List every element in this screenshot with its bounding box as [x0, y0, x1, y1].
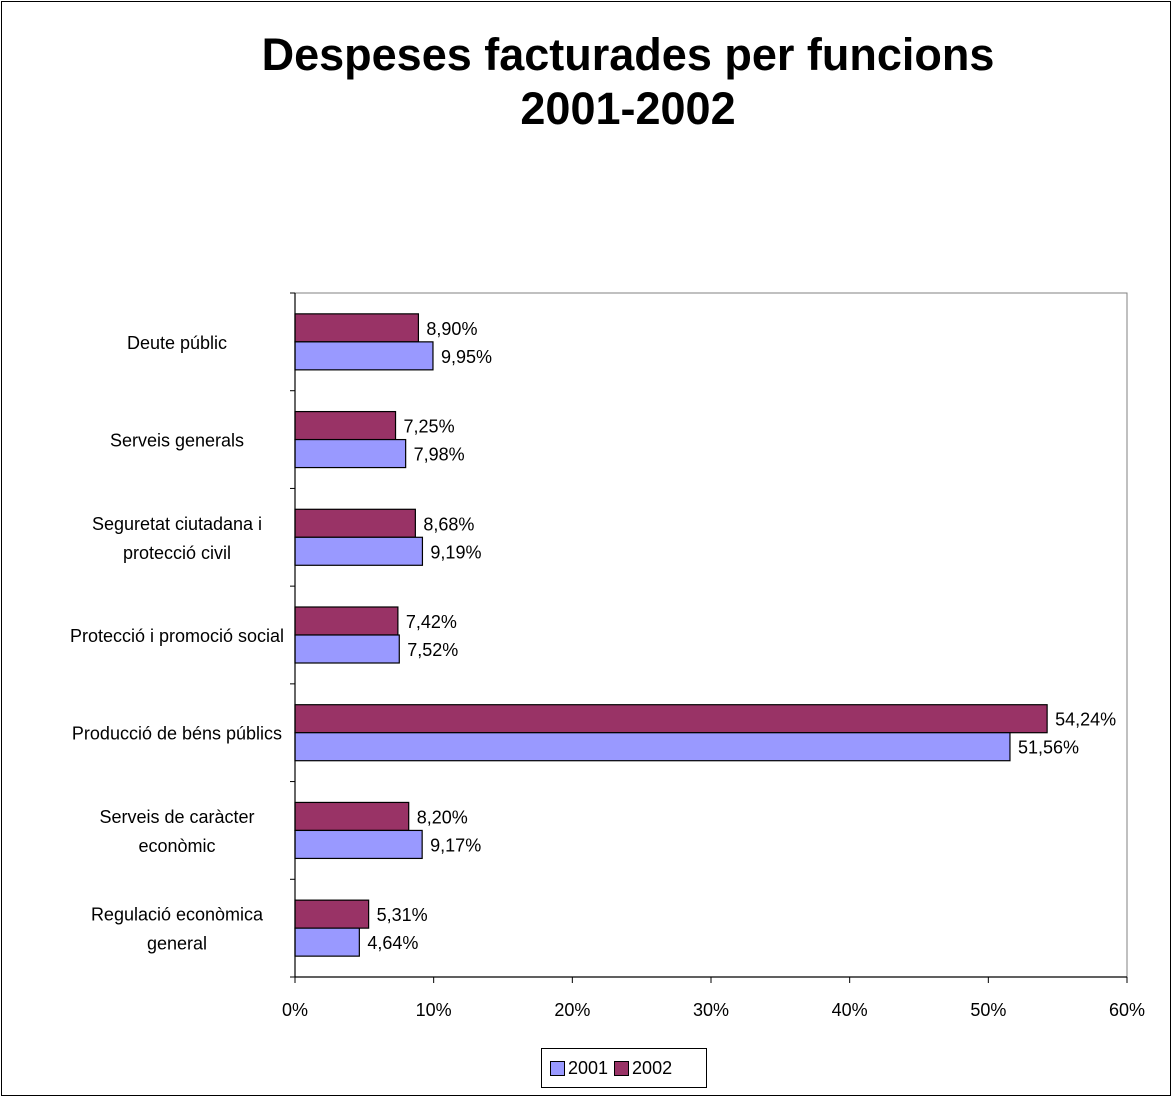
data-label-2002-4: 54,24%	[1055, 710, 1116, 730]
category-label-2-1: protecció civil	[123, 543, 231, 563]
x-tick-label-0: 0%	[282, 1000, 308, 1020]
data-label-2002-6: 5,31%	[377, 905, 428, 925]
data-label-2002-0: 8,90%	[426, 319, 477, 339]
category-label-3-0: Protecció i promoció social	[70, 626, 284, 646]
x-tick-label-1: 10%	[416, 1000, 452, 1020]
x-tick-label-5: 50%	[970, 1000, 1006, 1020]
bar-2001-0	[294, 341, 434, 371]
category-label-4-0: Producció de béns públics	[72, 724, 282, 744]
legend-item-2002: 2002	[614, 1058, 672, 1079]
chart-title: Despeses facturades per funcions	[261, 29, 995, 80]
legend-label-2002: 2002	[632, 1057, 673, 1078]
data-label-2001-1: 7,98%	[414, 445, 465, 465]
x-tick-label-3: 30%	[693, 1000, 729, 1020]
legend: 2001 2002	[541, 1048, 707, 1088]
bar-2002-5	[294, 801, 410, 832]
data-label-2002-3: 7,42%	[406, 612, 457, 632]
x-tick-label-4: 40%	[832, 1000, 868, 1020]
bar-2001-6	[294, 927, 360, 957]
data-label-2001-6: 4,64%	[367, 933, 418, 953]
bar-2002-2	[294, 508, 416, 538]
bar-2002-0	[294, 313, 420, 343]
data-label-2002-2: 8,68%	[423, 514, 474, 534]
bar-2001-4	[294, 732, 1011, 762]
bar-2001-5	[294, 829, 423, 860]
data-label-2001-3: 7,52%	[407, 640, 458, 660]
category-label-5-1: econòmic	[138, 836, 215, 856]
bar-2001-1	[294, 438, 407, 469]
chart-subtitle: 2001-2002	[520, 83, 736, 134]
data-label-2001-5: 9,17%	[430, 835, 481, 855]
data-label-2001-0: 9,95%	[441, 347, 492, 367]
category-label-0-0: Deute públic	[127, 333, 227, 353]
legend-swatch-2001	[550, 1060, 565, 1076]
category-label-6-1: general	[147, 934, 207, 954]
bar-2002-1	[294, 410, 397, 441]
category-label-6-0: Regulació econòmica	[91, 905, 264, 925]
data-label-2001-4: 51,56%	[1018, 738, 1079, 758]
bar-2001-2	[294, 536, 424, 566]
chart-title-block: Despeses facturades per funcions 2001-20…	[0, 28, 1173, 136]
category-label-5-0: Serveis de caràcter	[99, 807, 254, 827]
data-label-2002-5: 8,20%	[417, 807, 468, 827]
bar-2002-3	[294, 606, 399, 636]
legend-item-2001: 2001	[550, 1058, 608, 1079]
data-label-2001-2: 9,19%	[430, 542, 481, 562]
bar-2001-3	[294, 634, 400, 664]
category-label-2-0: Seguretat ciutadana i	[92, 514, 262, 534]
bar-2002-6	[294, 899, 370, 929]
legend-label-2001: 2001	[568, 1057, 609, 1078]
legend-swatch-2002	[614, 1060, 630, 1076]
x-tick-label-6: 60%	[1109, 1000, 1145, 1020]
bar-2002-4	[294, 704, 1048, 734]
category-label-1-0: Serveis generals	[110, 431, 244, 451]
data-label-2002-1: 7,25%	[404, 417, 455, 437]
x-tick-label-2: 20%	[554, 1000, 590, 1020]
plot-area	[294, 292, 1128, 978]
